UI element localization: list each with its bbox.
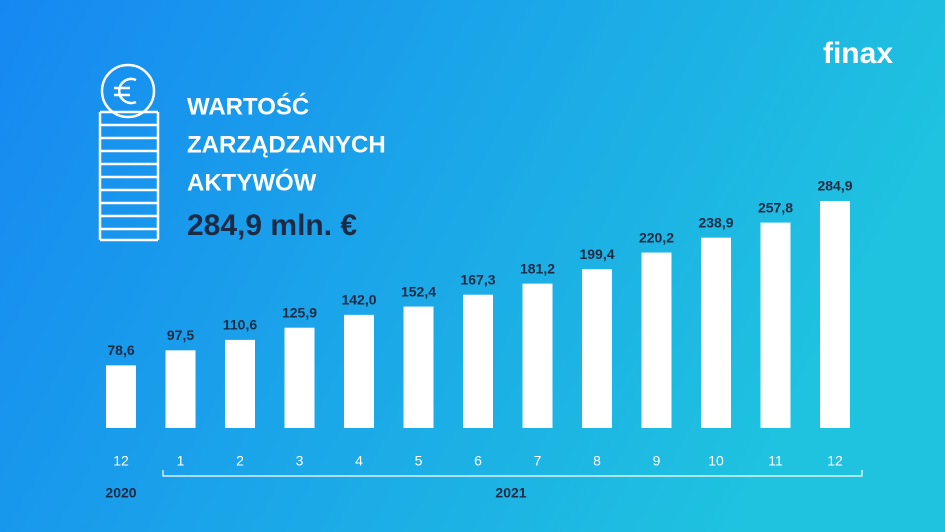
value-label: 110,6 <box>223 317 257 333</box>
x-tick-label: 12 <box>113 453 129 469</box>
bar <box>403 306 434 428</box>
bar <box>463 294 493 428</box>
value-label: 142,0 <box>341 292 376 308</box>
x-tick-label: 9 <box>653 453 661 469</box>
logo: finax <box>823 37 893 70</box>
x-tick-label: 1 <box>177 453 185 469</box>
bar <box>820 201 850 428</box>
bar <box>582 269 612 428</box>
x-tick-label: 8 <box>593 453 601 469</box>
bar <box>106 365 136 428</box>
value-label: 181,2 <box>520 260 555 276</box>
year-label: 2021 <box>495 485 526 501</box>
value-label: 152,4 <box>401 283 436 299</box>
bar <box>522 283 553 428</box>
value-label: 78,6 <box>107 342 134 358</box>
x-tick-label: 7 <box>534 453 542 469</box>
value-label: 238,9 <box>698 214 733 230</box>
title-line: WARTOŚĆ <box>187 92 309 120</box>
subtitle: 284,9 mln. € <box>187 209 357 242</box>
value-label: 220,2 <box>639 229 674 245</box>
title-line: ZARZĄDZANYCH <box>187 131 386 158</box>
year-bracket <box>162 470 863 477</box>
value-label: 257,8 <box>758 199 793 215</box>
x-tick-label: 5 <box>415 453 423 469</box>
bar <box>225 339 255 428</box>
bar <box>344 314 374 428</box>
x-tick-label: 10 <box>708 453 724 469</box>
coin-icon <box>98 63 160 242</box>
x-tick-label: 12 <box>827 453 843 469</box>
value-label: 125,9 <box>282 304 317 320</box>
value-label: 284,9 <box>817 178 852 194</box>
bar <box>165 350 196 428</box>
value-label: 97,5 <box>167 327 194 343</box>
bar <box>641 252 672 428</box>
title-line: AKTYWÓW <box>187 168 317 196</box>
x-tick-label: 2 <box>236 453 244 469</box>
x-tick-label: 11 <box>768 453 783 469</box>
year-label: 2020 <box>105 485 136 501</box>
value-label: 167,3 <box>460 271 495 287</box>
bar <box>284 327 315 428</box>
x-tick-label: 3 <box>296 453 304 469</box>
x-tick-label: 4 <box>355 453 363 469</box>
x-tick-label: 6 <box>474 453 482 469</box>
bar <box>701 237 731 428</box>
value-label: 199,4 <box>579 246 614 262</box>
bar <box>760 222 791 428</box>
